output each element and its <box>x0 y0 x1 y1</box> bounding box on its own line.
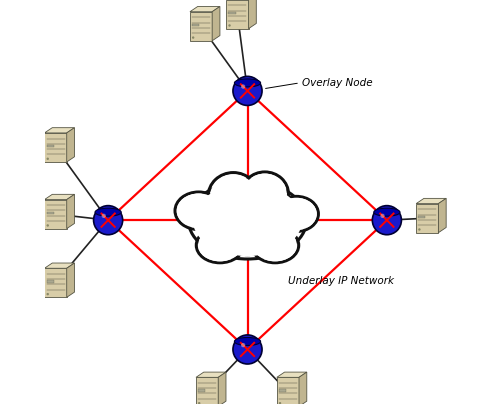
Ellipse shape <box>227 225 268 253</box>
Circle shape <box>192 36 195 39</box>
Text: Underlay IP Network: Underlay IP Network <box>288 276 394 286</box>
Text: Overlay Node: Overlay Node <box>302 78 373 88</box>
Ellipse shape <box>243 174 287 214</box>
FancyBboxPatch shape <box>196 377 218 404</box>
Ellipse shape <box>235 79 260 87</box>
Polygon shape <box>416 198 446 204</box>
FancyBboxPatch shape <box>45 268 67 297</box>
Circle shape <box>233 335 262 364</box>
Circle shape <box>418 228 421 231</box>
FancyBboxPatch shape <box>416 204 439 233</box>
FancyBboxPatch shape <box>47 212 54 214</box>
Polygon shape <box>67 263 74 297</box>
Polygon shape <box>67 194 74 229</box>
Circle shape <box>372 206 401 235</box>
Circle shape <box>380 214 385 218</box>
FancyBboxPatch shape <box>45 133 67 162</box>
FancyBboxPatch shape <box>228 12 236 14</box>
Circle shape <box>94 206 123 235</box>
Ellipse shape <box>193 184 302 256</box>
Polygon shape <box>212 6 220 41</box>
Circle shape <box>47 293 49 295</box>
Circle shape <box>241 84 246 89</box>
Circle shape <box>233 76 262 105</box>
FancyBboxPatch shape <box>198 389 205 392</box>
Circle shape <box>241 343 246 347</box>
Ellipse shape <box>276 198 317 230</box>
Ellipse shape <box>208 173 258 220</box>
Ellipse shape <box>198 229 242 261</box>
Ellipse shape <box>374 208 400 216</box>
Circle shape <box>101 214 106 218</box>
Polygon shape <box>45 263 74 268</box>
Polygon shape <box>190 6 220 12</box>
Ellipse shape <box>210 175 256 219</box>
Circle shape <box>228 24 231 27</box>
Circle shape <box>47 158 49 160</box>
Circle shape <box>279 402 281 404</box>
Polygon shape <box>248 0 256 29</box>
FancyBboxPatch shape <box>47 280 54 283</box>
Ellipse shape <box>241 172 289 216</box>
Polygon shape <box>277 372 307 377</box>
FancyBboxPatch shape <box>418 216 426 218</box>
Ellipse shape <box>274 196 318 231</box>
FancyBboxPatch shape <box>47 145 54 147</box>
Ellipse shape <box>95 208 121 216</box>
Ellipse shape <box>189 181 306 259</box>
Ellipse shape <box>251 228 298 263</box>
Ellipse shape <box>253 229 297 261</box>
Polygon shape <box>67 128 74 162</box>
Ellipse shape <box>225 223 270 255</box>
FancyBboxPatch shape <box>45 200 67 229</box>
Ellipse shape <box>197 228 244 263</box>
Polygon shape <box>196 372 226 377</box>
Circle shape <box>47 224 49 227</box>
FancyBboxPatch shape <box>279 389 286 392</box>
Ellipse shape <box>235 337 260 345</box>
FancyBboxPatch shape <box>226 0 248 29</box>
Circle shape <box>198 402 200 404</box>
Polygon shape <box>45 194 74 200</box>
Polygon shape <box>45 128 74 133</box>
FancyBboxPatch shape <box>277 377 299 404</box>
Ellipse shape <box>177 194 220 228</box>
Polygon shape <box>218 372 226 404</box>
Polygon shape <box>439 198 446 233</box>
FancyBboxPatch shape <box>190 12 212 41</box>
Polygon shape <box>299 372 307 404</box>
Ellipse shape <box>175 192 222 229</box>
FancyBboxPatch shape <box>192 24 199 26</box>
